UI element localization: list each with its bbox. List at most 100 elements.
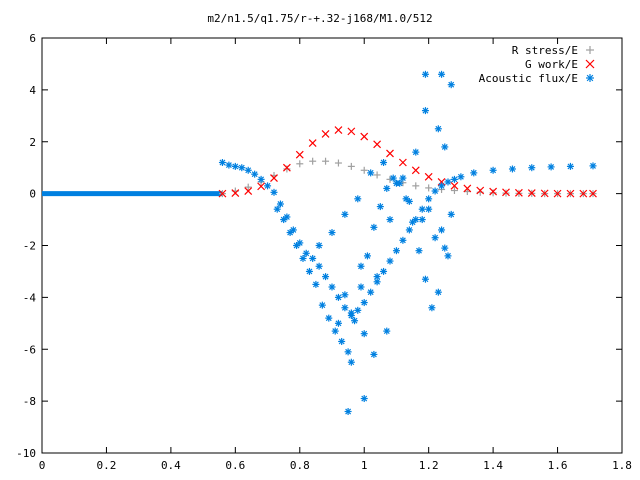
data-point [321, 130, 330, 138]
y-tick-label: 4 [29, 84, 36, 97]
data-point [334, 126, 343, 135]
data-point [380, 159, 388, 166]
data-point [418, 216, 426, 224]
data-point [251, 170, 259, 178]
data-point [295, 150, 304, 159]
x-tick-label: 1 [361, 459, 368, 472]
data-point [421, 70, 429, 78]
plot-frame [41, 37, 623, 454]
data-point [383, 184, 391, 192]
data-point [257, 175, 265, 183]
data-point [489, 187, 498, 196]
data-point [411, 166, 420, 175]
data-point [421, 275, 429, 283]
data-point [586, 74, 594, 82]
data-point [553, 189, 562, 198]
data-point [334, 293, 342, 301]
data-point [296, 160, 304, 168]
data-point [392, 179, 400, 187]
data-point [528, 164, 536, 172]
data-point [441, 244, 449, 252]
data-point [441, 143, 449, 151]
data-point [344, 348, 352, 356]
data-point [257, 182, 266, 191]
data-point [450, 181, 459, 190]
plot-marks [42, 70, 597, 415]
data-point [347, 309, 355, 317]
data-point [566, 189, 575, 198]
y-tick-label: 0 [29, 188, 36, 201]
data-point [412, 182, 420, 190]
data-point [318, 301, 326, 309]
data-point [502, 188, 510, 197]
data-point [489, 166, 497, 174]
data-point [457, 173, 465, 181]
x-tick-label: 0 [39, 459, 46, 472]
x-tick-label: 1.6 [548, 459, 568, 472]
data-point [231, 162, 239, 170]
y-axis: 6 4 2 0 -2 -4 -6 -8 -10 [16, 32, 622, 460]
data-point [438, 182, 446, 190]
data-point [363, 252, 371, 260]
x-tick-label: 1.8 [612, 459, 632, 472]
data-point [425, 184, 433, 192]
data-point [360, 395, 368, 403]
legend-label: G work/E [525, 58, 578, 71]
data-point [398, 158, 407, 167]
data-point [360, 330, 368, 338]
data-point [589, 189, 597, 198]
data-point [386, 216, 394, 224]
data-point [392, 247, 400, 255]
data-point [338, 337, 346, 345]
y-tick-label: -2 [23, 240, 36, 253]
data-point [412, 148, 420, 156]
data-point [309, 157, 317, 165]
data-point [434, 288, 442, 296]
data-point [447, 210, 455, 218]
y-tick-label: 2 [29, 136, 36, 149]
data-point [347, 162, 355, 170]
data-point [218, 189, 227, 198]
data-point [540, 189, 549, 198]
data-point [444, 252, 452, 260]
data-point [370, 350, 378, 358]
data-point [280, 216, 288, 224]
data-point [373, 273, 381, 281]
data-point [328, 229, 336, 237]
data-point [527, 189, 536, 198]
data-point [315, 242, 323, 249]
data-point [357, 283, 365, 291]
data-point [579, 189, 588, 198]
data-point [425, 195, 433, 203]
x-tick-label: 0.4 [161, 459, 181, 472]
data-point [238, 164, 246, 172]
data-point [386, 257, 394, 265]
data-point [438, 226, 446, 234]
x-tick-label: 0.2 [97, 459, 117, 472]
data-point [450, 175, 458, 183]
x-tick-label: 0.8 [290, 459, 310, 472]
data-point [334, 159, 342, 167]
data-point [244, 187, 253, 195]
data-point [305, 267, 313, 275]
y-tick-label: 6 [29, 32, 36, 45]
data-point [357, 262, 365, 270]
data-point [293, 242, 301, 249]
data-point [328, 283, 336, 291]
data-point [444, 178, 452, 186]
x-tick-label: 1.2 [419, 459, 439, 472]
data-point [421, 107, 429, 115]
y-tick-label: -6 [23, 343, 36, 356]
data-point [463, 184, 472, 193]
data-point [360, 132, 369, 141]
data-point [383, 327, 391, 335]
data-point [438, 70, 446, 78]
data-point [373, 140, 382, 149]
x-tick-label: 1.4 [483, 459, 503, 472]
data-point [341, 210, 349, 218]
data-point [547, 163, 555, 171]
x-tick-label: 0.6 [225, 459, 245, 472]
data-point [489, 189, 497, 197]
legend-label: R stress/E [512, 44, 578, 57]
